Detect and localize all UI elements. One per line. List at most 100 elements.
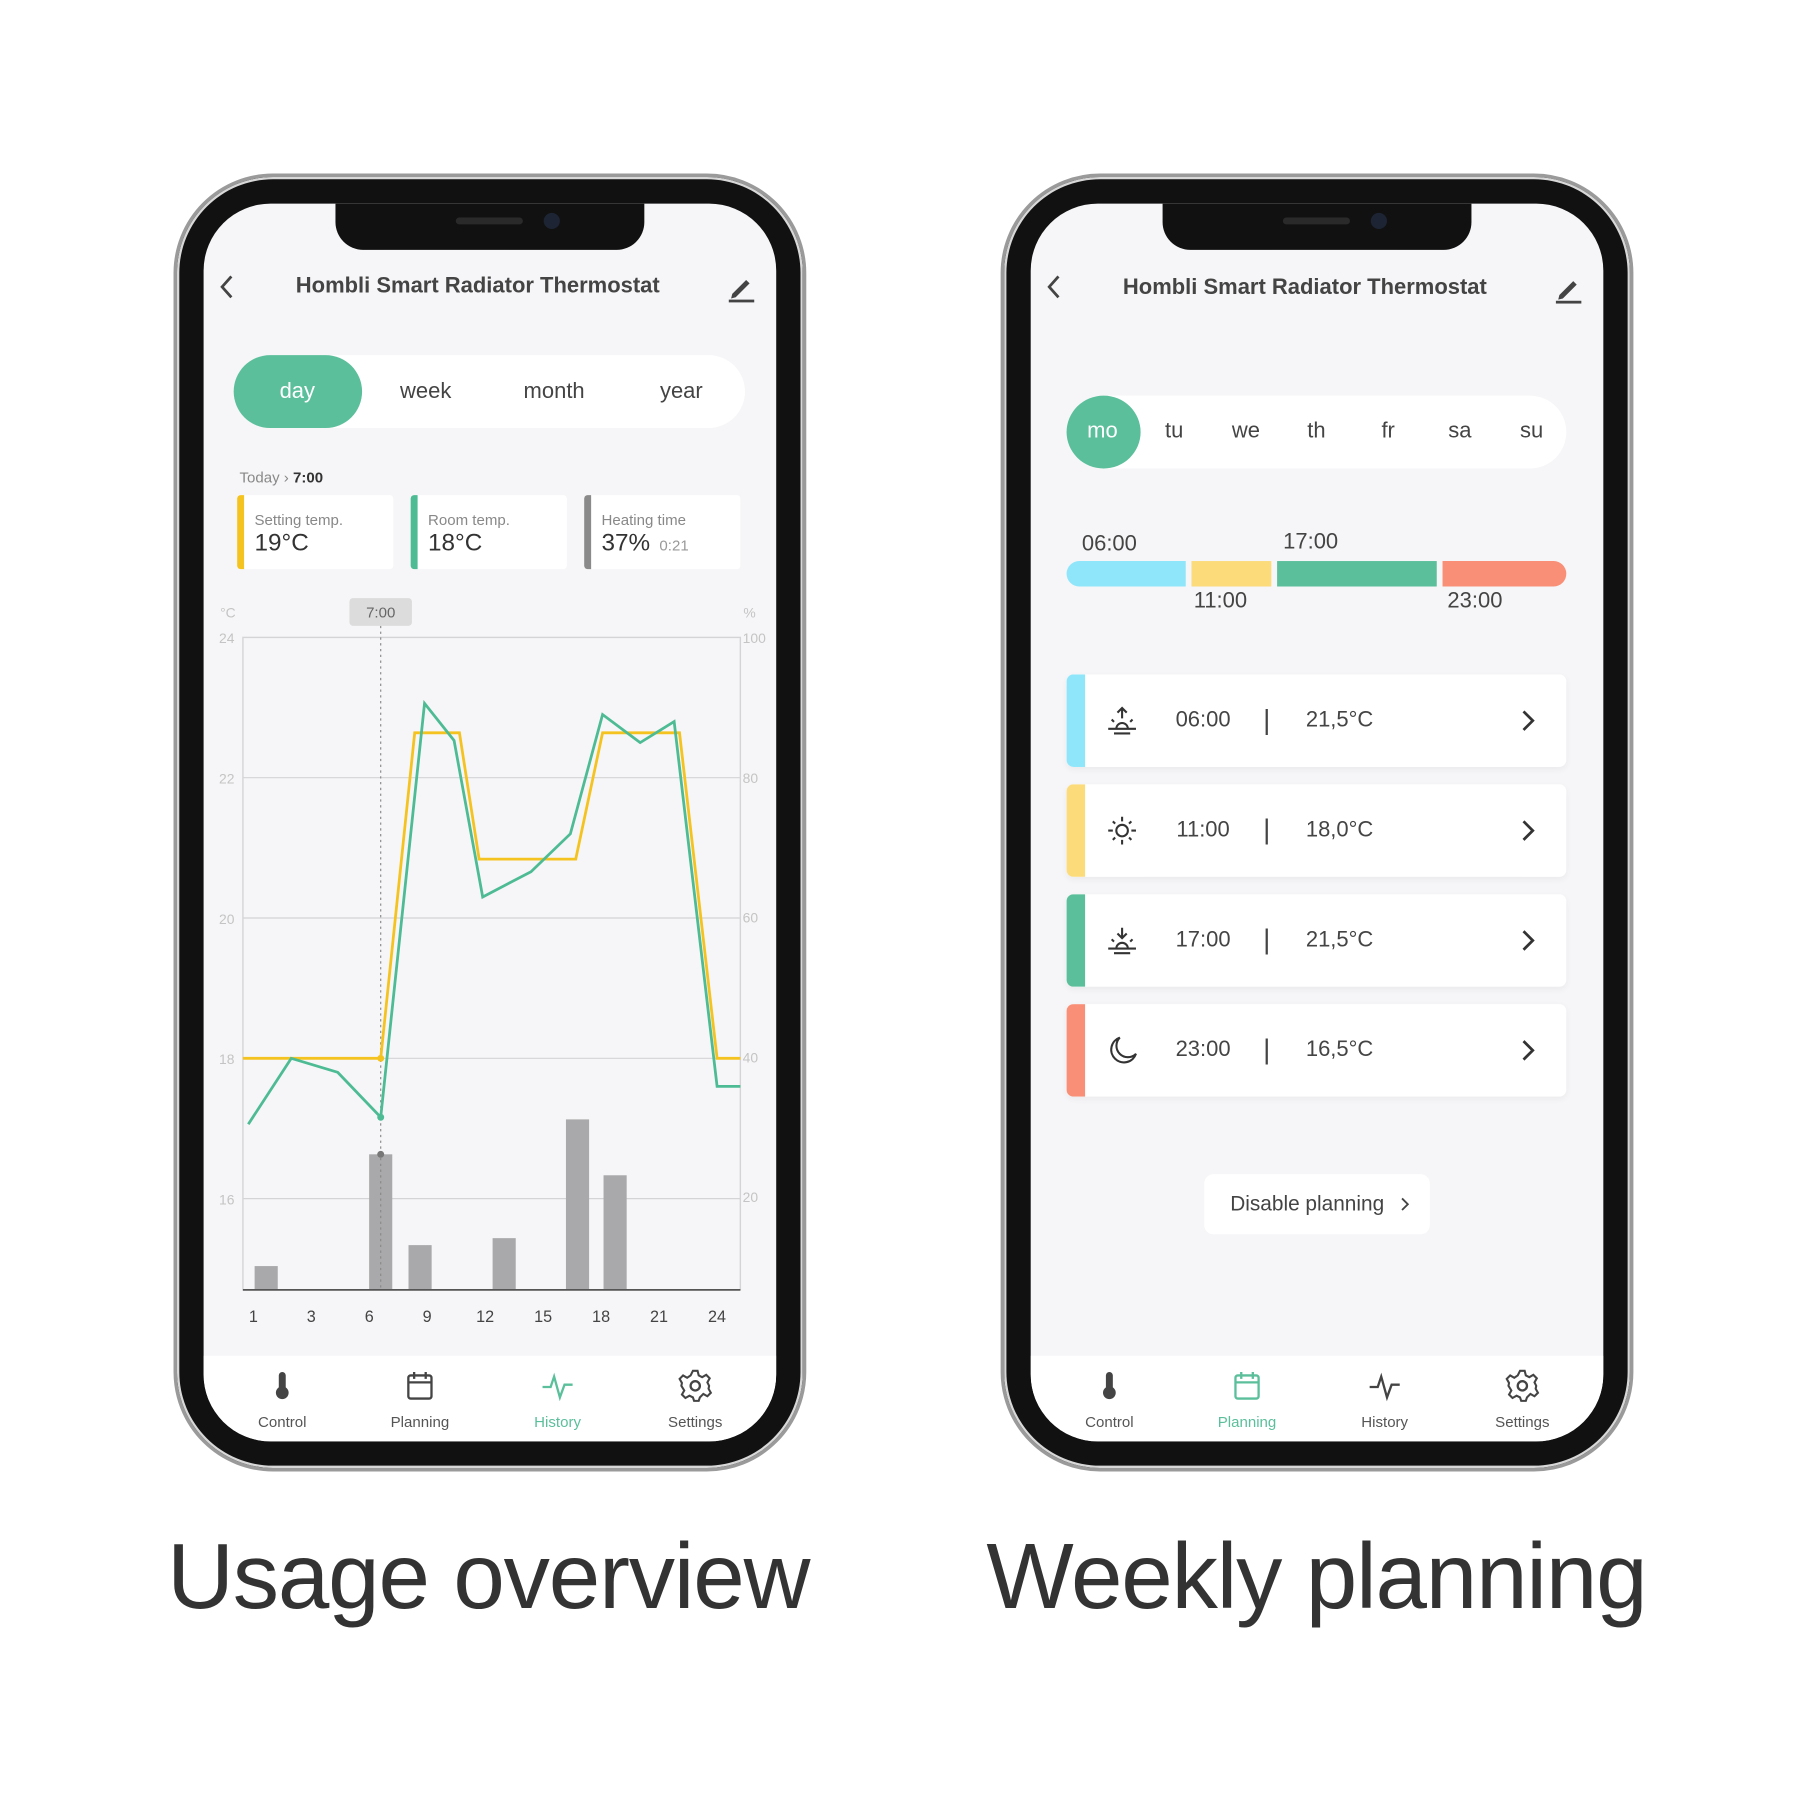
breadcrumb: Today › 7:00 (239, 469, 323, 486)
slot-separator: | (1263, 814, 1271, 846)
day-tab-su[interactable]: su (1519, 418, 1544, 444)
schedule-slot[interactable]: 17:00 | 21,5°C (1066, 894, 1567, 987)
tab-week[interactable]: week (400, 379, 452, 404)
stat-card: Room temp. 18°C (410, 495, 567, 570)
y-right-tick-label: 80 (743, 770, 759, 786)
timeline-segment[interactable] (1442, 561, 1567, 587)
day-tab-tu[interactable]: tu (1164, 418, 1184, 444)
gear-icon (1505, 1369, 1540, 1402)
x-tick-label: 21 (650, 1308, 668, 1326)
nav-label: Control (1085, 1413, 1134, 1431)
nav-layer: Control Planning History Settings (203, 204, 777, 1442)
stat-card-value-text: 18°C (428, 529, 483, 557)
nav-item-settings[interactable]: Settings (649, 1356, 742, 1442)
edit-icon[interactable] (726, 273, 756, 303)
active-day-bg (1066, 395, 1141, 469)
x-tick-label: 24 (708, 1308, 726, 1326)
nav-label: Settings (1495, 1413, 1550, 1431)
page-title: Hombli Smart Radiator Thermostat (295, 274, 660, 299)
nav-item-control[interactable]: Control (1063, 1356, 1156, 1442)
day-tab-we[interactable]: we (1231, 418, 1260, 444)
tab-month[interactable]: month (523, 379, 585, 404)
disable-planning-button[interactable]: Disable planning (1204, 1174, 1430, 1235)
timeline-segment[interactable] (1066, 561, 1186, 587)
activity-icon (542, 1372, 573, 1402)
usage-screen: Hombli Smart Radiator Thermostat day wee… (203, 203, 777, 1442)
slot-separator: | (1263, 1034, 1271, 1066)
back-chevron-icon[interactable] (217, 274, 236, 299)
chevron-right-icon (1522, 1040, 1535, 1061)
edit-icon[interactable] (1554, 274, 1584, 304)
heating-bar[interactable] (408, 1245, 432, 1290)
cursor-point (377, 1054, 385, 1062)
bottom-nav: Control Planning History Settings (1030, 1355, 1604, 1442)
y-right-tick-label: 20 (743, 1189, 759, 1205)
stat-card-label: Room temp. (428, 511, 510, 529)
y-right-tick-label: 40 (743, 1049, 759, 1065)
sun-icon (1108, 816, 1136, 845)
schedule-slot[interactable]: 11:00 | 18,0°C (1066, 784, 1567, 877)
y-left-tick-label: 16 (219, 1191, 235, 1207)
y-left-tick-label: 20 (219, 911, 235, 927)
nav-label: Planning (390, 1413, 450, 1431)
moon-icon (1110, 1036, 1137, 1064)
heating-bar[interactable] (492, 1238, 516, 1290)
breadcrumb-root[interactable]: Today (239, 468, 280, 486)
heating-bar[interactable] (603, 1175, 627, 1290)
schedule-slot[interactable]: 23:00 | 16,5°C (1066, 1004, 1567, 1097)
day-tab-fr[interactable]: fr (1381, 418, 1395, 444)
page-title: Hombli Smart Radiator Thermostat (1122, 275, 1487, 300)
nav-label: Planning (1217, 1413, 1277, 1431)
stat-card-value-text: 19°C (254, 529, 309, 557)
day-tabs (1066, 395, 1567, 469)
x-tick-label: 15 (534, 1308, 552, 1326)
nav-label: Settings (668, 1413, 723, 1431)
nav-item-settings[interactable]: Settings (1476, 1356, 1569, 1442)
x-tick-label: 9 (423, 1308, 432, 1326)
tab-day[interactable]: day (279, 379, 316, 404)
tab-day-active-bg (233, 355, 363, 429)
day-tab-sa[interactable]: sa (1448, 418, 1472, 444)
breadcrumb-current: 7:00 (293, 468, 324, 486)
stat-card-value: 37% 0:21 (602, 530, 689, 558)
day-tab-th[interactable]: th (1307, 418, 1326, 444)
nav-item-planning[interactable]: Planning (1201, 1356, 1294, 1442)
timeline-segment[interactable] (1277, 561, 1437, 587)
bottom-nav: Control Planning History Settings (203, 1355, 777, 1442)
nav-label: History (1361, 1413, 1409, 1431)
back-chevron-icon[interactable] (1045, 274, 1064, 299)
chevron-right-icon (1522, 710, 1535, 731)
heating-bar[interactable] (565, 1119, 590, 1290)
slot-temperature: 18,0°C (1305, 817, 1374, 843)
chevron-right-icon (1401, 1197, 1410, 1211)
activity-icon (1369, 1372, 1400, 1402)
stat-card-value: 18°C (428, 530, 482, 558)
notch (1162, 203, 1472, 250)
tab-year[interactable]: year (659, 379, 703, 404)
stat-card-extra: 0:21 (659, 536, 689, 555)
slot-time: 17:00 (1175, 927, 1231, 953)
usage-chart: 24 22 20 18 16 100 80 60 40 20 °C % 7:00 1 3 6 9 12 15 18 21… (219, 598, 766, 1326)
y-left-tick-label: 24 (219, 630, 235, 646)
calendar-icon (407, 1371, 433, 1400)
slot-temperature: 16,5°C (1305, 1037, 1374, 1062)
slot-separator: | (1263, 704, 1271, 736)
schedule-slot[interactable]: 06:00 | 21,5°C (1066, 674, 1567, 767)
x-tick-label: 18 (592, 1308, 610, 1326)
stat-card-value: 19°C (254, 530, 308, 558)
nav-item-planning[interactable]: Planning (374, 1356, 467, 1442)
timeline-segment[interactable] (1191, 561, 1272, 587)
thermometer-icon (275, 1371, 289, 1400)
nav-item-history[interactable]: History (511, 1356, 604, 1442)
stat-card-color-bar (410, 495, 418, 570)
heating-bar[interactable] (254, 1266, 278, 1290)
nav-item-control[interactable]: Control (236, 1356, 329, 1442)
nav-item-history[interactable]: History (1338, 1356, 1431, 1442)
timeline-time-label: 11:00 (1193, 588, 1248, 614)
timeline-time-label: 23:00 (1447, 588, 1503, 614)
room-temp-line (247, 699, 741, 1126)
breadcrumb-separator: › (283, 468, 289, 486)
sunset-icon (1108, 927, 1136, 955)
phone-planning: Hombli Smart Radiator Thermostat mo tu we t… (1000, 173, 1634, 1472)
day-tab-mo[interactable]: mo (1087, 418, 1118, 444)
